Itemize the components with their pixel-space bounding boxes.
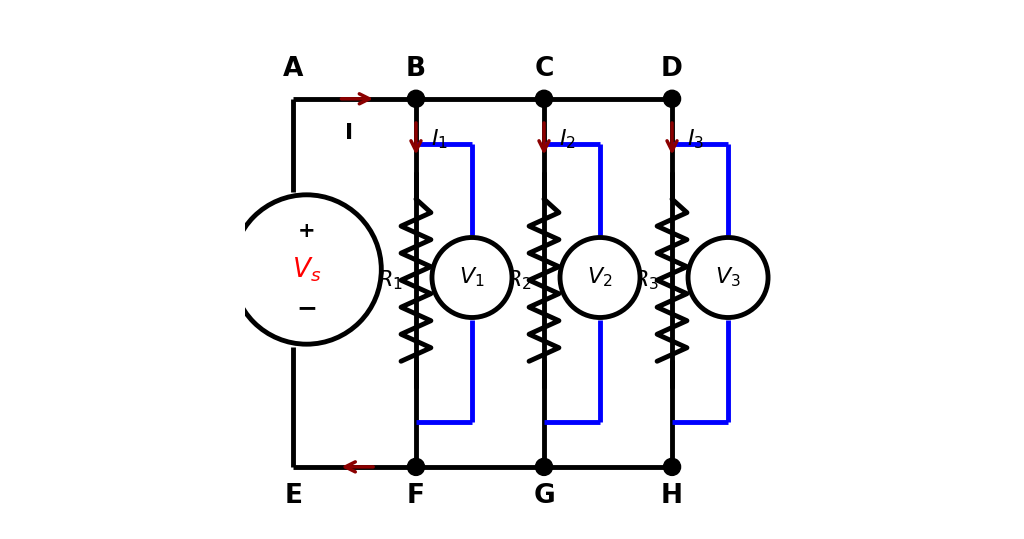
Text: +: +	[298, 220, 315, 241]
Text: $R_2$: $R_2$	[506, 268, 531, 292]
Text: $V_2$: $V_2$	[588, 266, 612, 289]
Text: $V_1$: $V_1$	[459, 266, 484, 289]
Text: C: C	[535, 57, 554, 82]
Circle shape	[688, 238, 768, 317]
Text: A: A	[283, 57, 303, 82]
Circle shape	[536, 458, 553, 475]
Circle shape	[408, 458, 425, 475]
Text: F: F	[407, 483, 425, 509]
Text: $I_3$: $I_3$	[687, 127, 705, 150]
Circle shape	[664, 90, 681, 107]
Text: H: H	[662, 483, 683, 509]
Circle shape	[432, 238, 512, 317]
Circle shape	[536, 90, 553, 107]
Text: D: D	[662, 57, 683, 82]
Circle shape	[560, 238, 640, 317]
Text: I: I	[345, 123, 353, 143]
Text: G: G	[534, 483, 555, 509]
Text: −: −	[296, 296, 317, 320]
Text: B: B	[406, 57, 426, 82]
Circle shape	[232, 195, 381, 344]
Text: $V_3$: $V_3$	[715, 266, 741, 289]
Circle shape	[408, 90, 425, 107]
Text: $R_1$: $R_1$	[378, 268, 403, 292]
Circle shape	[664, 458, 681, 475]
Text: E: E	[285, 483, 302, 509]
Text: $R_3$: $R_3$	[634, 268, 659, 292]
Text: $I_2$: $I_2$	[559, 127, 575, 150]
Text: $V_s$: $V_s$	[292, 255, 322, 284]
Text: $I_1$: $I_1$	[431, 127, 447, 150]
